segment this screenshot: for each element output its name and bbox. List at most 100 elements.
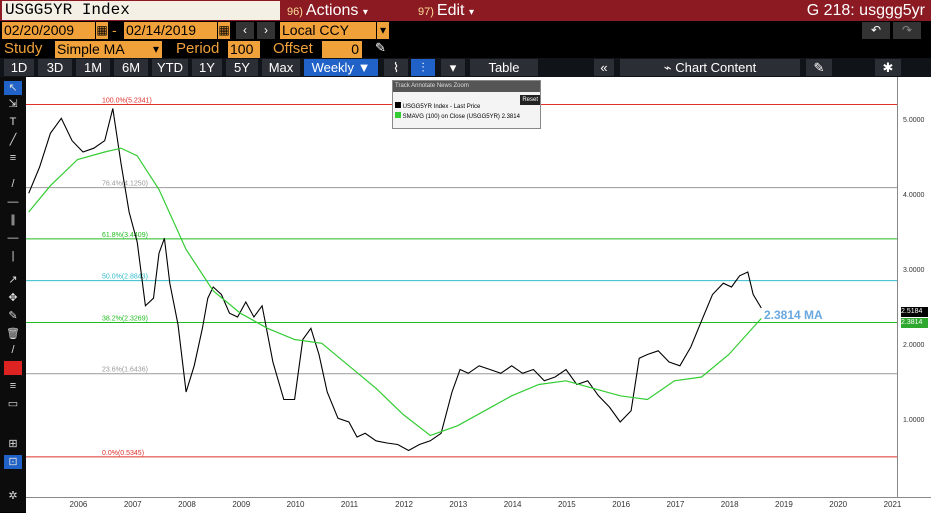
settings-icon[interactable]: ✲	[8, 490, 18, 502]
trash-icon[interactable]: 🗑	[6, 328, 20, 340]
fib-level-label: 23.6%(1.6436)	[102, 367, 148, 374]
y-axis: 5.0000 4.0000 3.0000 2.0000 1.0000 2.5184 2.…	[897, 77, 931, 497]
calendar-icon[interactable]: ▦	[96, 22, 108, 39]
cursor-icon[interactable]: ↖	[4, 81, 22, 95]
fib-level-label: 61.8%(3.4409)	[102, 232, 148, 239]
currency-select[interactable]: Local CCY	[280, 22, 376, 39]
y-tick-label: 3.0000	[903, 267, 925, 274]
mode-a-icon[interactable]: ⊞	[8, 438, 18, 450]
format-icon[interactable]: ▭	[7, 398, 19, 410]
x-tick-label: 2011	[340, 500, 359, 509]
function-code: G 218: usggg5yr	[806, 2, 925, 19]
arrow-tool-icon[interactable]: ↗	[8, 274, 18, 286]
ma-value-tag: 2.3814	[901, 318, 928, 328]
chevron-down-icon: ▾	[362, 7, 368, 18]
reset-button[interactable]: Reset	[520, 95, 540, 105]
ma-annotation: 2.3814 MA	[764, 308, 823, 322]
fib-level-label: 50.0%(2.8843)	[102, 274, 148, 281]
hline-tool-icon[interactable]: ―	[7, 232, 19, 244]
x-tick-label: 2015	[557, 500, 576, 509]
ray-tool-icon[interactable]: /	[11, 178, 15, 190]
chart-content-label: Chart Content	[675, 60, 757, 75]
edit-label: Edit	[436, 2, 465, 19]
trend-tool-icon[interactable]: ╱	[9, 134, 17, 146]
pencil-icon[interactable]: ✎	[375, 40, 386, 55]
color-picker-icon[interactable]	[4, 361, 22, 375]
period-5y-button[interactable]: 5Y	[226, 59, 258, 76]
x-tick-label: 2017	[666, 500, 685, 509]
period-input[interactable]: 100	[228, 41, 260, 58]
x-axis: 2006 2007 2008 2009 2010 2011 2012 2013 2014 2015…	[26, 497, 931, 513]
x-tick-label: 2009	[232, 500, 251, 509]
line-tool-icon[interactable]: —	[7, 196, 19, 208]
thickness-icon[interactable]: ≡	[9, 380, 17, 392]
bar-chart-icon[interactable]: ⫶	[411, 59, 435, 76]
x-tick-label: 2021	[883, 500, 902, 509]
x-tick-label: 2014	[503, 500, 522, 509]
start-date-field[interactable]: 02/20/2009	[2, 22, 95, 39]
x-tick-label: 2018	[720, 500, 739, 509]
offset-label: Offset	[273, 40, 313, 57]
calendar-icon[interactable]: ▦	[218, 22, 230, 39]
next-arrow-icon[interactable]: ›	[257, 22, 275, 39]
ticker-field[interactable]: USGG5YR Index	[2, 1, 280, 20]
period-1y-button[interactable]: 1Y	[192, 59, 222, 76]
x-tick-label: 2016	[612, 500, 631, 509]
frequency-select[interactable]: Weekly ▼	[304, 59, 378, 76]
zoom-button[interactable]: Zoom	[453, 83, 469, 89]
study-select[interactable]: Simple MA	[55, 41, 150, 58]
line-style-icon[interactable]: /	[11, 344, 15, 356]
title-bar: USGG5YR Index 96) Actions ▾ 97) Edit ▾ G 2…	[0, 0, 931, 21]
move-tool-icon[interactable]: ✥	[8, 292, 18, 304]
series-swatch	[395, 112, 401, 118]
collapse-icon[interactable]: «	[594, 59, 614, 76]
redo-icon[interactable]: ↷	[893, 22, 921, 39]
vline-tool-icon[interactable]: |	[11, 250, 15, 262]
period-6m-button[interactable]: 6M	[114, 59, 148, 76]
fib-tool-icon[interactable]: ≡	[9, 152, 17, 164]
x-tick-label: 2013	[449, 500, 468, 509]
chart-content-button[interactable]: ⌁ Chart Content	[620, 59, 800, 76]
date-range-bar: 02/20/2009 ▦ - 02/14/2019 ▦ ‹ › Local CC…	[0, 21, 931, 40]
period-3d-button[interactable]: 3D	[38, 59, 72, 76]
x-tick-label: 2006	[69, 500, 88, 509]
edit-icon[interactable]: ✎	[806, 59, 832, 76]
fib-level-label: 0.0%(0.5345)	[102, 450, 144, 457]
y-tick-label: 5.0000	[903, 117, 925, 124]
track-button[interactable]: Track	[395, 83, 410, 89]
series1-label: USGG5YR Index - Last Price	[402, 104, 481, 110]
x-tick-label: 2019	[775, 500, 793, 509]
offset-input[interactable]: 0	[322, 41, 362, 58]
mode-b-icon[interactable]: ⊡	[4, 455, 22, 469]
pencil-icon[interactable]: ✎	[8, 310, 18, 322]
actions-menu[interactable]: 96) Actions ▾	[287, 1, 401, 20]
undo-icon[interactable]: ↶	[862, 22, 890, 39]
x-tick-label: 2012	[395, 500, 413, 509]
end-date-field[interactable]: 02/14/2019	[124, 22, 217, 39]
period-ytd-button[interactable]: YTD	[152, 59, 188, 76]
series-swatch	[395, 102, 401, 108]
x-tick-label: 2007	[123, 500, 142, 509]
chevron-down-icon[interactable]: ▾	[377, 22, 389, 39]
legend-toolbar: Track Annotate News Zoom	[393, 81, 540, 92]
text-tool-icon[interactable]: T	[9, 116, 17, 128]
gear-icon[interactable]: ✱	[875, 59, 901, 76]
period-max-button[interactable]: Max	[262, 59, 300, 76]
chevron-down-icon[interactable]: ▾	[150, 41, 162, 58]
period-1d-button[interactable]: 1D	[4, 59, 34, 76]
x-tick-label: 2008	[178, 500, 196, 509]
news-button[interactable]: News	[436, 83, 452, 89]
study-label: Study	[4, 40, 43, 57]
annotate-button[interactable]: Annotate	[411, 83, 436, 89]
select-icon[interactable]: ⇲	[8, 98, 18, 110]
price-chart[interactable]: 100.0%(5.2341)76.4%(4.1250)61.8%(3.4409)…	[26, 77, 897, 497]
chevron-down-icon[interactable]: ▾	[441, 59, 465, 76]
table-button[interactable]: Table	[470, 59, 538, 76]
edit-menu[interactable]: 97) Edit ▾	[418, 1, 516, 20]
period-1m-button[interactable]: 1M	[76, 59, 110, 76]
channel-tool-icon[interactable]: ∥	[10, 214, 16, 226]
actions-label: Actions	[305, 2, 359, 19]
chart-area[interactable]: 100.0%(5.2341) 76.4%(4.1250) 61.8%(3.4409)…	[26, 77, 897, 497]
prev-arrow-icon[interactable]: ‹	[236, 22, 254, 39]
line-chart-icon[interactable]: ⌇	[384, 59, 408, 76]
